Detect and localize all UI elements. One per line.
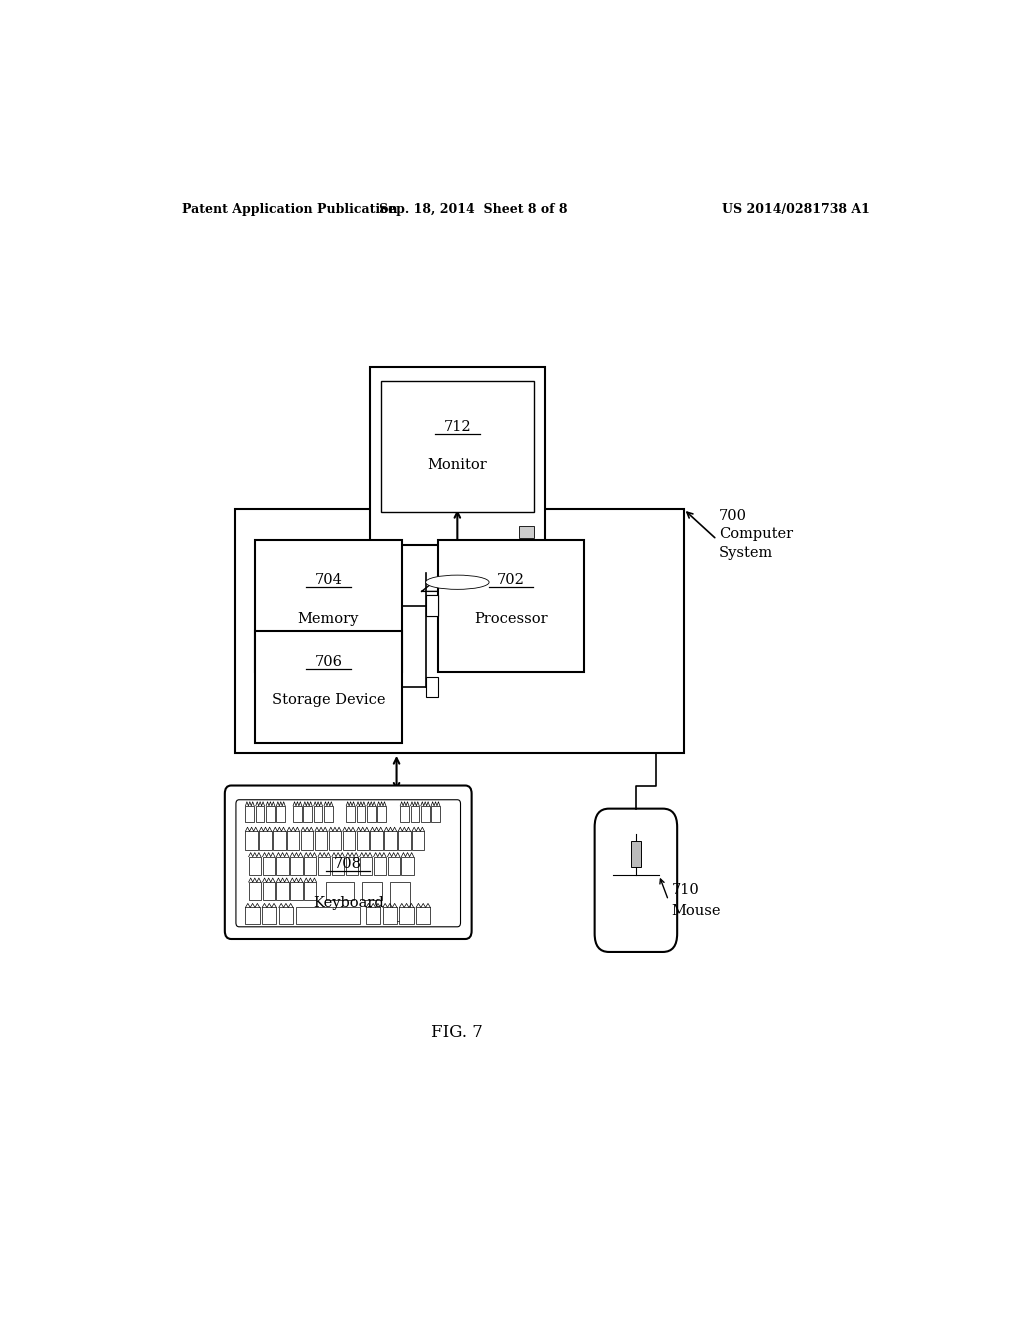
Text: 702: 702 [497,573,525,587]
Text: Memory: Memory [298,611,359,626]
Bar [273,832,286,850]
Bar [383,907,397,924]
Bar [296,907,359,924]
Bar [367,907,380,924]
Bar [356,805,366,822]
Bar [287,832,299,850]
Bar [377,805,386,822]
Bar [290,857,303,875]
Bar [332,857,344,875]
Bar [371,832,383,850]
Text: Patent Application Publication: Patent Application Publication [182,203,397,216]
Text: 706: 706 [314,655,342,669]
Bar [367,805,376,822]
Bar [384,832,396,850]
Bar [370,367,545,545]
Bar [401,857,414,875]
Bar [327,882,354,900]
Bar [255,631,401,743]
Text: 712: 712 [443,420,471,434]
Bar [259,832,271,850]
Bar [411,805,419,822]
Bar [262,907,276,924]
Bar [255,540,401,672]
Bar [246,907,260,924]
Bar [343,832,355,850]
Bar [304,857,316,875]
Bar [262,882,274,900]
Bar [381,381,534,512]
Text: 704: 704 [314,573,342,587]
Bar [276,882,289,900]
Bar [279,907,293,924]
Bar [359,857,372,875]
Bar [315,832,328,850]
FancyBboxPatch shape [236,800,461,927]
Bar [346,857,358,875]
Text: Computer: Computer [719,528,794,541]
Bar [400,805,409,822]
Bar [276,805,285,822]
Bar [387,857,399,875]
Text: FIG. 7: FIG. 7 [431,1024,483,1041]
Bar [318,857,331,875]
Bar [313,805,323,822]
Text: Mouse: Mouse [672,903,721,917]
Bar [390,882,410,921]
FancyBboxPatch shape [595,809,677,952]
Text: Storage Device: Storage Device [271,693,385,708]
Bar [444,545,470,573]
Text: 710: 710 [672,883,699,898]
Text: System: System [719,545,773,560]
Ellipse shape [426,576,489,589]
Bar [249,857,261,875]
Bar [426,595,437,615]
Text: Processor: Processor [474,611,548,626]
Bar [290,882,303,900]
Text: Monitor: Monitor [427,458,487,473]
Bar [249,882,261,900]
Bar [416,907,430,924]
Bar [398,832,411,850]
Bar [246,832,258,850]
Bar [293,805,302,822]
Bar [356,832,369,850]
Text: Keyboard: Keyboard [313,896,384,909]
FancyBboxPatch shape [225,785,472,939]
Bar [266,805,274,822]
Text: 708: 708 [334,858,362,871]
Bar [246,805,254,822]
Bar [262,857,274,875]
Bar [374,857,386,875]
Bar [431,805,440,822]
Bar [276,857,289,875]
Bar [421,805,430,822]
Bar [426,595,437,615]
Bar [324,805,333,822]
Bar [437,540,585,672]
Bar [301,832,313,850]
Bar [412,832,424,850]
Bar [236,510,684,752]
Bar [304,882,316,900]
Bar [631,841,641,867]
Text: 700: 700 [719,510,748,523]
Bar [519,527,534,537]
Bar [399,907,414,924]
Bar [329,832,341,850]
Bar [256,805,264,822]
Bar [346,805,355,822]
Bar [426,677,437,697]
Bar [362,882,382,900]
Text: Sep. 18, 2014  Sheet 8 of 8: Sep. 18, 2014 Sheet 8 of 8 [379,203,567,216]
Bar [303,805,312,822]
Text: US 2014/0281738 A1: US 2014/0281738 A1 [722,203,870,216]
